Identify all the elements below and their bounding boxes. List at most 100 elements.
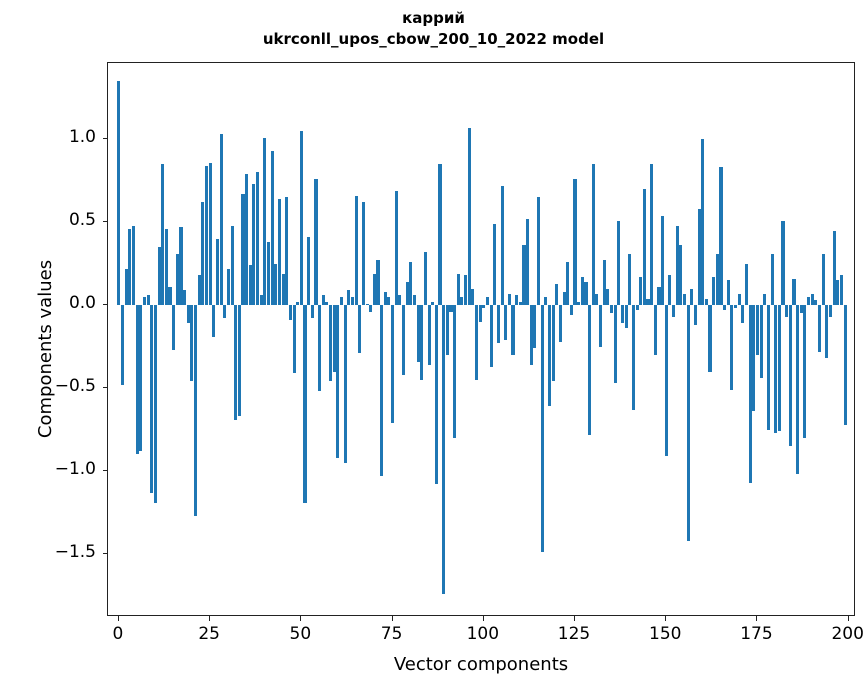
bar [803, 305, 807, 438]
bar [507, 293, 511, 306]
bar [606, 288, 610, 306]
x-tick-label: 175 [740, 624, 773, 644]
bar [431, 301, 435, 306]
bar [336, 305, 340, 458]
bar [759, 305, 763, 379]
bar [194, 305, 198, 516]
bar [310, 305, 314, 319]
bar [361, 202, 365, 306]
bar [748, 305, 752, 483]
bar [175, 253, 179, 306]
bar [723, 305, 727, 311]
plot-area [107, 62, 855, 616]
bar [704, 298, 708, 306]
y-tick-label: −0.5 [54, 376, 96, 397]
bar [599, 305, 603, 347]
bar [814, 300, 818, 306]
bar [744, 263, 749, 306]
bar [613, 305, 617, 384]
bar [332, 305, 336, 372]
bar [712, 276, 716, 306]
bar [474, 305, 479, 380]
bar [288, 305, 292, 321]
bar [493, 223, 497, 306]
bar [179, 227, 183, 306]
bar [734, 305, 738, 309]
bar [128, 228, 132, 306]
bar [828, 305, 832, 317]
bar [566, 262, 570, 306]
bar [635, 305, 639, 311]
bar [329, 305, 333, 382]
bar [135, 305, 139, 455]
bar [285, 197, 289, 306]
bar [719, 167, 723, 306]
bar [562, 291, 566, 306]
chart-title-line-1: каррий [402, 9, 465, 27]
chart-title-line-2: ukrconll_upos_cbow_200_10_2022 model [262, 30, 605, 48]
x-tick-mark [756, 616, 758, 621]
bar [741, 305, 745, 324]
bar [453, 305, 457, 438]
bar [252, 184, 256, 306]
y-tick-mark [103, 552, 108, 554]
bar [653, 305, 657, 355]
bar [799, 305, 803, 314]
bar [785, 305, 789, 317]
bar [529, 305, 533, 365]
bar [496, 305, 500, 344]
bar [314, 179, 318, 306]
bar [609, 305, 614, 314]
bar [839, 275, 843, 306]
y-tick-mark [103, 470, 108, 472]
bar [602, 260, 606, 306]
y-tick-mark [103, 138, 108, 140]
bar [391, 305, 395, 423]
bar [343, 305, 347, 463]
bar [164, 228, 168, 306]
bar [124, 268, 128, 306]
bar [584, 281, 588, 306]
bar [664, 305, 668, 457]
bar [781, 220, 785, 306]
bar [409, 262, 413, 306]
bar [423, 252, 427, 306]
bar [770, 253, 774, 306]
x-tick-mark [300, 616, 302, 621]
x-tick-label: 200 [831, 624, 864, 644]
bar [131, 225, 136, 306]
bar [383, 291, 387, 306]
bar [270, 150, 274, 306]
bar [394, 190, 398, 306]
bar [485, 296, 490, 306]
x-tick-mark [117, 616, 119, 621]
bar [376, 260, 380, 306]
bar [624, 305, 628, 329]
bar [577, 301, 581, 306]
bar [832, 230, 836, 306]
bar [547, 305, 552, 407]
bar [836, 280, 840, 306]
y-tick-label: 0.5 [68, 210, 96, 231]
bar [296, 301, 300, 306]
bar [777, 305, 781, 432]
bar [449, 305, 453, 312]
x-tick-label: 150 [649, 624, 682, 644]
bar [307, 237, 311, 306]
bar [825, 305, 829, 359]
bar [763, 293, 767, 306]
bar [303, 305, 307, 503]
bar [471, 288, 475, 306]
bar [544, 296, 548, 306]
bar [121, 305, 125, 385]
bar [697, 208, 701, 306]
x-tick-label: 125 [557, 624, 591, 644]
bar [427, 305, 431, 365]
bar [259, 295, 263, 306]
bar [693, 305, 697, 326]
bar [551, 305, 555, 382]
y-tick-mark [103, 304, 108, 306]
y-tick-mark [103, 221, 108, 223]
bar [256, 172, 260, 306]
